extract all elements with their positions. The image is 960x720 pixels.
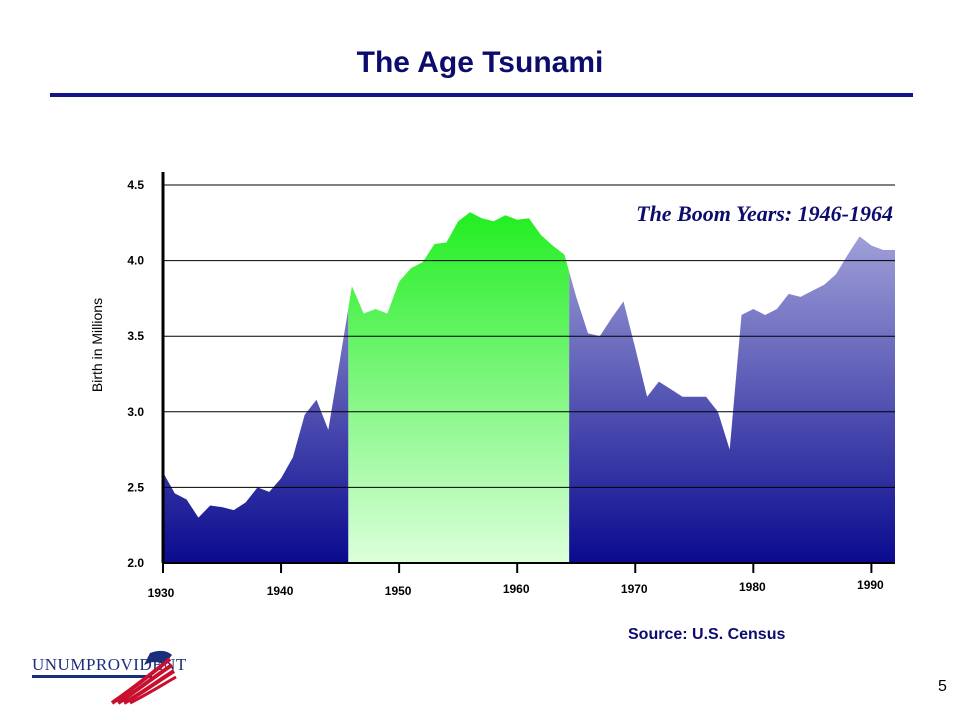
x-tick-label: 1970 xyxy=(621,582,648,596)
x-tick-label: 1960 xyxy=(503,582,530,596)
company-logo: UNUMPROVIDENT xyxy=(32,645,186,705)
x-tick-label: 1990 xyxy=(857,578,884,592)
pre-boom-area xyxy=(163,308,349,563)
x-tick-label: 1950 xyxy=(385,584,412,598)
y-tick-label: 3.0 xyxy=(127,405,144,419)
source-note: Source: U.S. Census xyxy=(628,626,786,643)
flag-swoosh-icon xyxy=(110,650,177,705)
x-tick-label: 1940 xyxy=(267,584,294,598)
post-boom-area xyxy=(569,236,895,563)
y-tick-labels: 2.0 2.5 3.0 3.5 4.0 4.5 xyxy=(127,178,144,570)
x-tick-label: 1930 xyxy=(148,586,175,600)
x-tick-label: 1980 xyxy=(739,580,766,594)
boom-years-annotation: The Boom Years: 1946-1964 xyxy=(636,201,893,226)
y-axis-label: Birth in Millions xyxy=(89,298,105,392)
x-tick-labels: 1930 1940 1950 1960 1970 1980 1990 xyxy=(148,578,884,600)
page-title: The Age Tsunami xyxy=(356,46,604,79)
y-tick-label: 2.0 xyxy=(127,556,144,570)
y-tick-label: 4.0 xyxy=(127,254,144,268)
gridlines xyxy=(163,184,895,488)
axes xyxy=(161,172,895,573)
y-tick-label: 3.5 xyxy=(127,329,144,343)
boom-years-area xyxy=(348,212,570,563)
logo-underline xyxy=(32,675,152,678)
y-tick-label: 2.5 xyxy=(127,480,144,494)
page-number: 5 xyxy=(938,678,947,695)
y-tick-label: 4.5 xyxy=(127,178,144,192)
title-divider xyxy=(50,93,913,97)
